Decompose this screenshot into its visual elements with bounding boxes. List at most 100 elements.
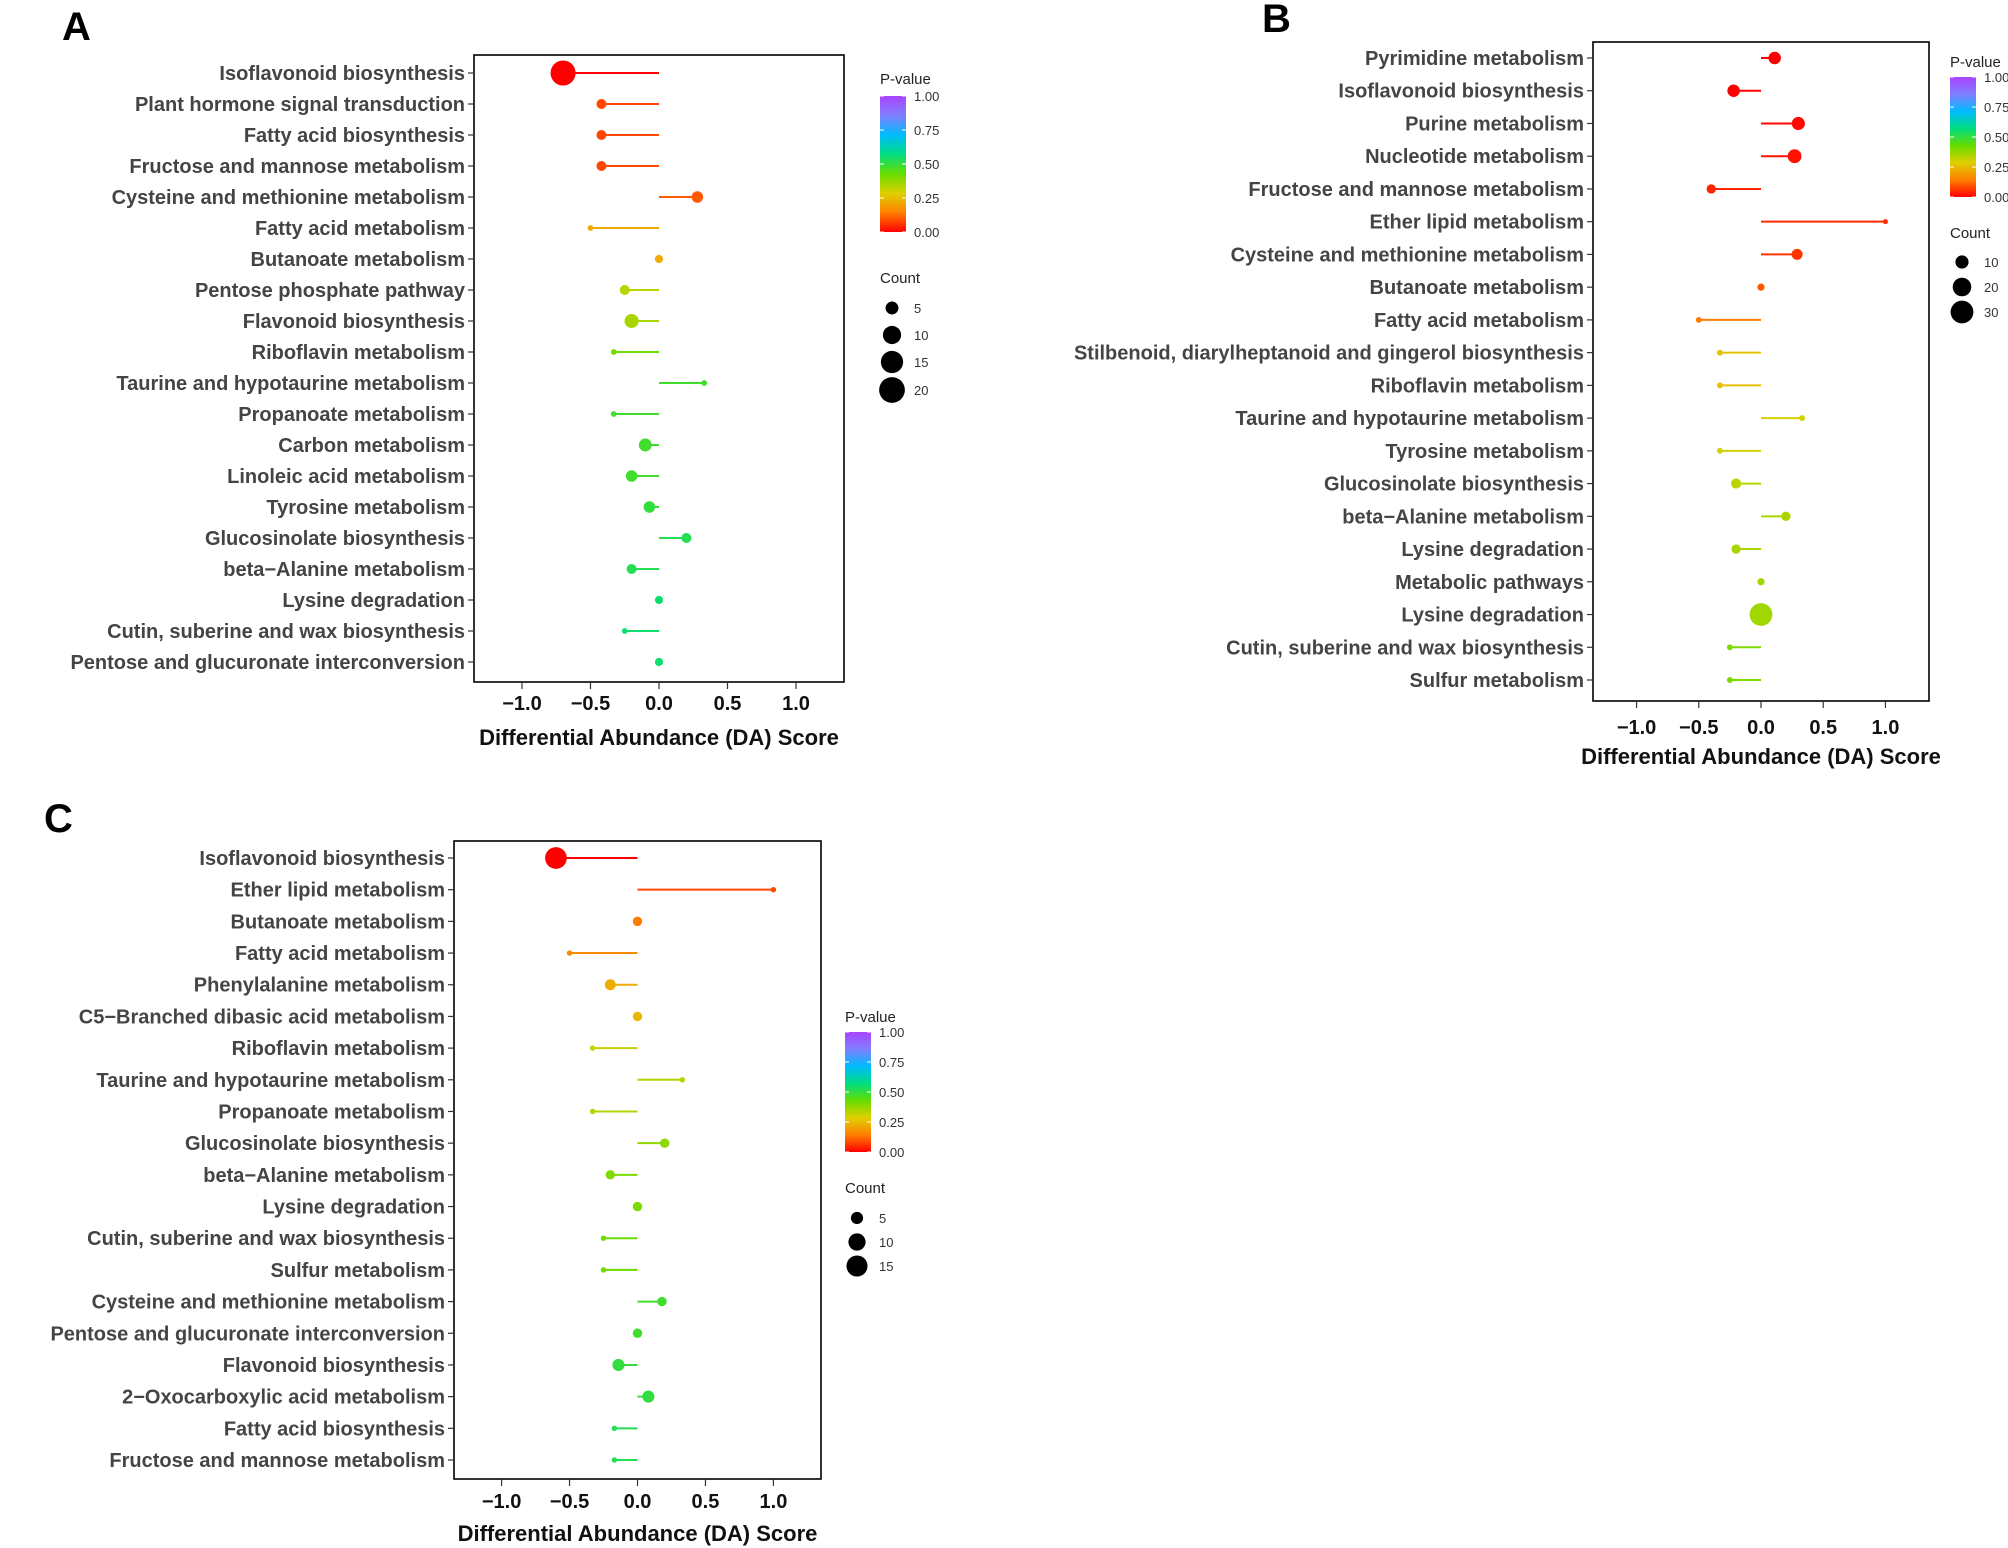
x-tick-label: 0.0 — [1747, 717, 1775, 739]
pathway-label: Glucosinolate biosynthesis — [185, 1133, 445, 1155]
count-legend-label: 15 — [914, 355, 928, 370]
lollipop-dot — [1716, 447, 1723, 454]
pvalue-legend-title: P-value — [845, 1009, 896, 1026]
plot-frame — [1592, 41, 1930, 702]
pvalue-legend-tick: 0.00 — [1984, 190, 2008, 205]
pathway-label: Glucosinolate biosynthesis — [205, 528, 465, 550]
lollipop-dot — [1787, 149, 1802, 164]
pathway-label: Flavonoid biosynthesis — [243, 311, 465, 333]
pvalue-colorbar — [880, 96, 906, 232]
panel-a: A Isoflavonoid biosynthesis Plant hormone … — [62, 5, 939, 750]
pvalue-legend-tick: 0.25 — [1984, 160, 2008, 175]
lollipop-dot — [1791, 248, 1803, 260]
lollipop-dot — [626, 564, 637, 574]
count-legend-dot — [1950, 300, 1974, 324]
pvalue-legend-tick: 0.00 — [879, 1145, 904, 1160]
pathway-label: Fructose and mannose metabolism — [109, 1450, 445, 1472]
lollipop-dot — [545, 847, 567, 869]
lollipop-dot — [1757, 578, 1765, 586]
x-axis-title: Differential Abundance (DA) Score — [479, 725, 839, 750]
pvalue-legend-tick: 1.00 — [914, 89, 939, 104]
lollipop-dot — [1791, 116, 1805, 131]
pathway-label: Fatty acid metabolism — [1374, 310, 1584, 332]
lollipop-dot — [619, 285, 630, 295]
lollipop-dot — [632, 1328, 643, 1338]
lollipop-dot — [1799, 415, 1806, 422]
count-legend-dot — [880, 350, 904, 374]
lollipop-dot — [596, 130, 607, 140]
pathway-label: Flavonoid biosynthesis — [223, 1355, 445, 1377]
pathway-label: Lysine degradation — [1401, 605, 1584, 627]
pathway-label: Sulfur metabolism — [271, 1260, 445, 1282]
x-tick-label: 0.0 — [624, 1491, 652, 1513]
x-tick-label: 0.5 — [1809, 717, 1837, 739]
lollipop-dot — [596, 161, 607, 171]
pvalue-legend-tick: 1.00 — [1984, 70, 2008, 85]
pathway-label: Fructose and mannose metabolism — [1248, 179, 1584, 201]
pathway-label: Stilbenoid, diarylheptanoid and gingerol… — [1074, 343, 1584, 365]
panel-c: C Isoflavonoid biosynthesis Ether lipid me… — [44, 797, 904, 1546]
pvalue-legend-tick: 0.50 — [914, 157, 939, 172]
pathway-label: beta−Alanine metabolism — [203, 1165, 445, 1187]
pathway-label: Pentose phosphate pathway — [195, 280, 466, 302]
lollipop-dot — [1726, 677, 1733, 683]
pathway-label: Cysteine and methionine metabolism — [1231, 244, 1584, 266]
x-tick-label: 0.5 — [714, 693, 742, 715]
pvalue-legend-title: P-value — [880, 71, 931, 88]
count-legend-dot — [882, 325, 902, 345]
x-tick-label: 1.0 — [760, 1491, 788, 1513]
count-legend-label: 10 — [914, 328, 928, 343]
lollipop-dot — [566, 950, 573, 956]
count-legend-dot — [885, 301, 899, 315]
lollipop-dot — [1727, 84, 1740, 97]
lollipop-dot — [657, 1296, 667, 1307]
pathway-label: Ether lipid metabolism — [1370, 212, 1584, 234]
lollipop-dot — [1716, 349, 1723, 356]
lollipop-dot — [621, 628, 628, 634]
pathway-label: Isoflavonoid biosynthesis — [199, 848, 445, 870]
pathway-label: Lysine degradation — [282, 590, 465, 612]
lollipop-dot — [659, 1138, 670, 1148]
lollipop-dot — [625, 470, 638, 482]
pathway-label: Fatty acid metabolism — [235, 943, 445, 965]
lollipop-dot — [1781, 511, 1791, 521]
count-legend-dot — [846, 1255, 868, 1277]
count-legend-label: 10 — [879, 1235, 893, 1250]
pathway-label: Lysine degradation — [262, 1197, 445, 1219]
lollipop-dot — [770, 886, 777, 893]
pathway-label: Butanoate metabolism — [251, 249, 465, 271]
x-tick-label: −0.5 — [550, 1491, 589, 1513]
count-legend-dot — [879, 377, 905, 403]
pathway-label: Cysteine and methionine metabolism — [112, 187, 465, 209]
pvalue-legend-tick: 0.50 — [879, 1085, 904, 1100]
pathway-label: Metabolic pathways — [1395, 572, 1584, 594]
panel-letter-a: A — [62, 5, 91, 49]
x-tick-label: 1.0 — [782, 693, 810, 715]
lollipop-dot — [604, 979, 616, 991]
lollipop-dot — [654, 657, 664, 667]
x-tick-label: −1.0 — [482, 1491, 521, 1513]
pathway-label: Butanoate metabolism — [231, 911, 445, 933]
x-tick-label: −1.0 — [1617, 717, 1656, 739]
count-legend-label: 30 — [1984, 305, 1998, 320]
pathway-label: Taurine and hypotaurine metabolism — [116, 373, 465, 395]
lollipop-dot — [1695, 316, 1702, 323]
lollipop-dot — [632, 1201, 643, 1212]
x-tick-label: 0.5 — [692, 1491, 720, 1513]
pathway-label: Carbon metabolism — [278, 435, 465, 457]
pathway-label: Pyrimidine metabolism — [1365, 48, 1584, 70]
pathway-label: beta−Alanine metabolism — [1342, 506, 1584, 528]
pathway-label: Cysteine and methionine metabolism — [92, 1292, 445, 1314]
pathway-label: Taurine and hypotaurine metabolism — [96, 1070, 445, 1092]
lollipop-dot — [589, 1045, 596, 1051]
pathway-label: Cutin, suberine and wax biosynthesis — [87, 1228, 445, 1250]
count-legend-label: 5 — [914, 301, 921, 316]
pathway-label: C5−Branched dibasic acid metabolism — [79, 1006, 445, 1028]
lollipop-dot — [624, 313, 639, 329]
x-tick-label: 0.0 — [645, 693, 673, 715]
pathway-label: Nucleotide metabolism — [1365, 146, 1584, 168]
lollipop-dot — [1768, 51, 1781, 65]
pathway-label: Tyrosine metabolism — [1385, 441, 1584, 463]
